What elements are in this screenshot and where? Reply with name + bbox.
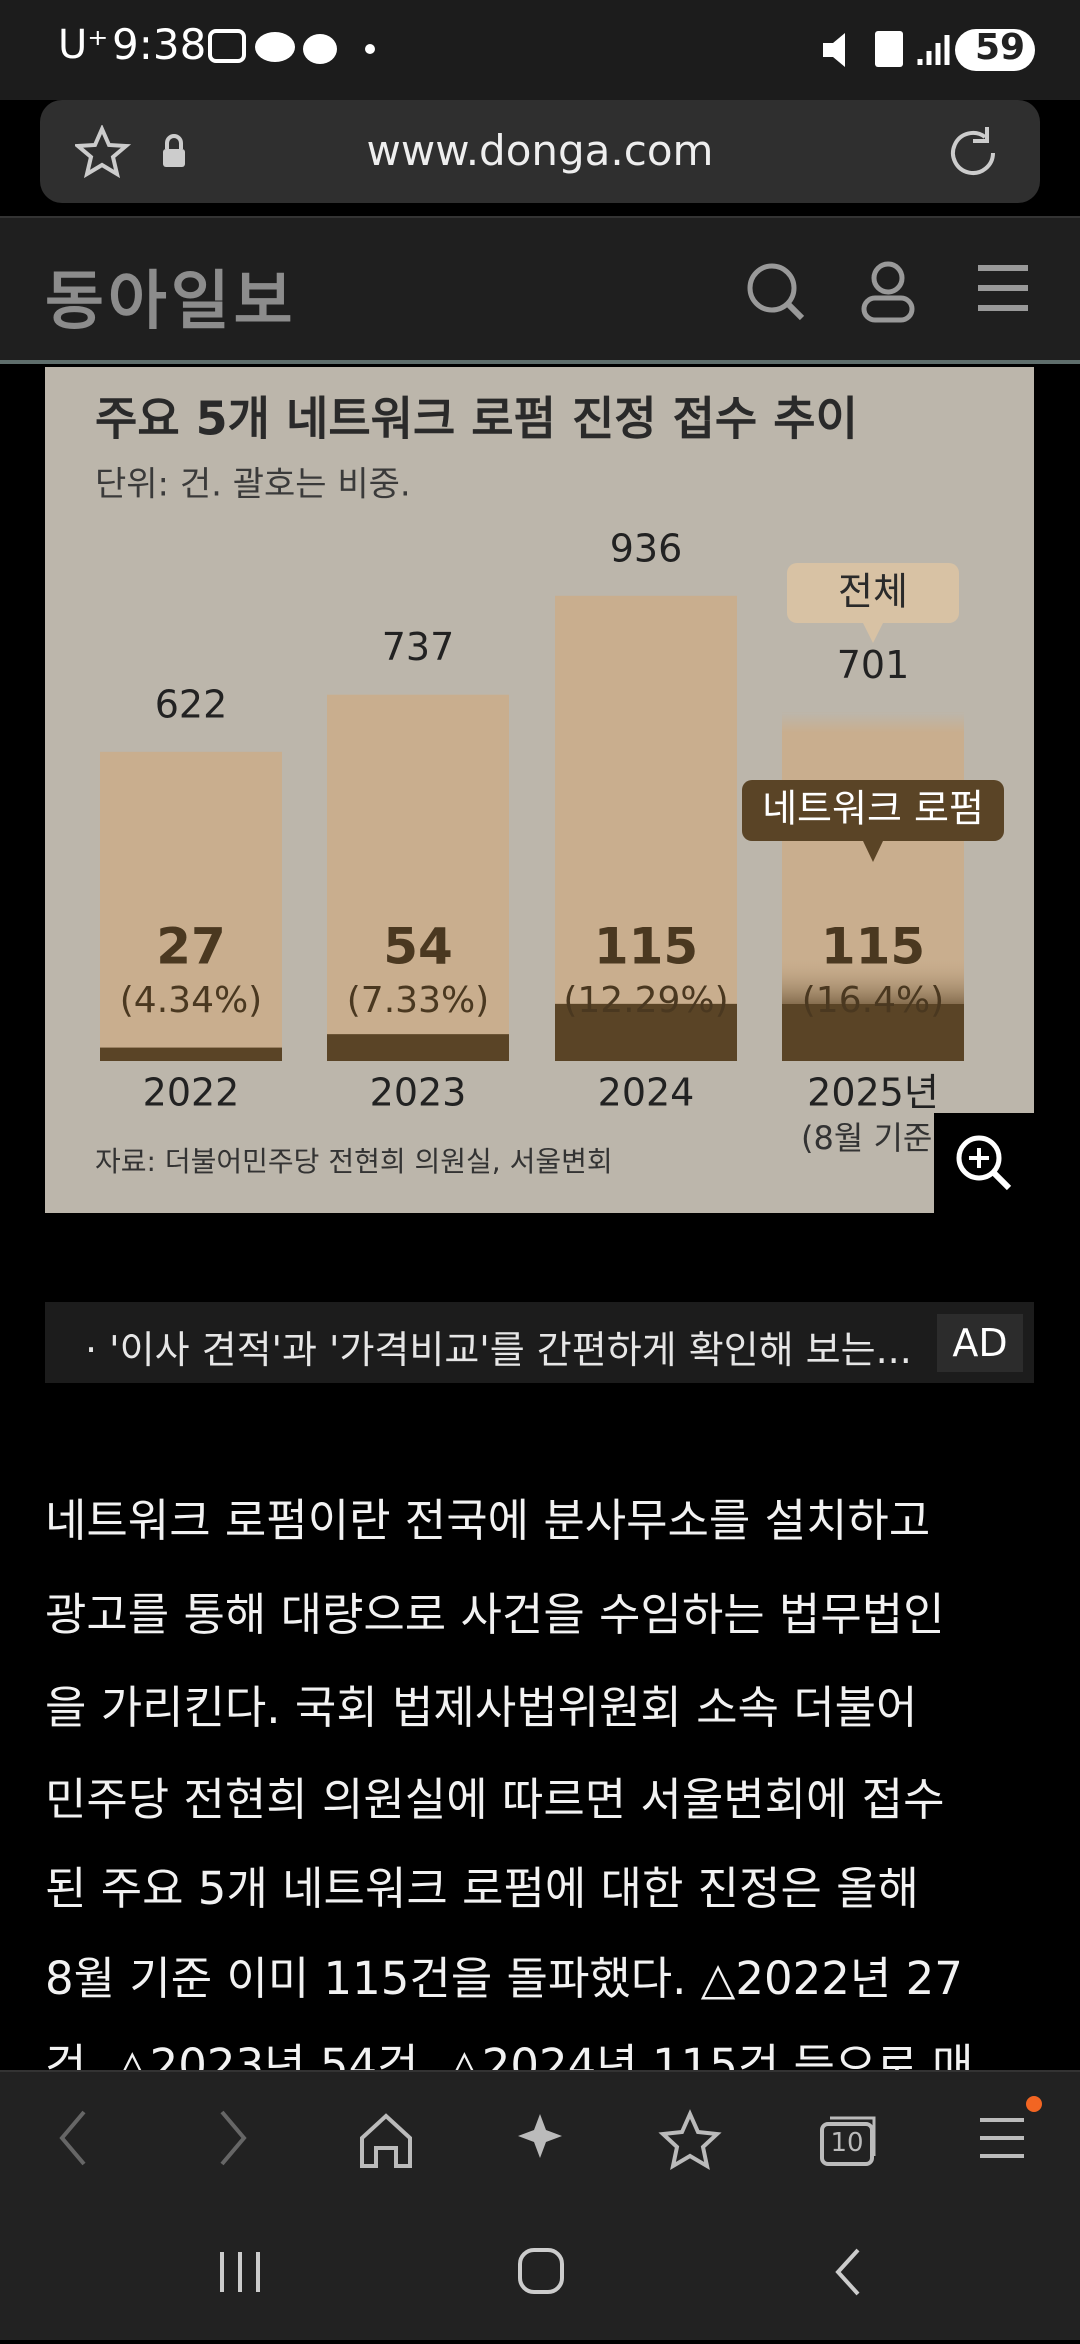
ad-banner[interactable]: · '이사 견적'과 '가격비교'를 간편하게 확인해 보는... AD	[45, 1302, 1034, 1383]
callout-label: 네트워크 로펌	[762, 787, 984, 831]
total-label: 936	[610, 526, 683, 570]
header-icons[interactable]	[740, 258, 1040, 328]
ad-text[interactable]: · '이사 견적'과 '가격비교'를 간편하게 확인해 보는...	[85, 1328, 912, 1372]
category-label: 2022	[143, 1071, 240, 1115]
article-line: 8월 기준 이미 115건을 돌파했다. △2022년 27	[45, 1952, 963, 2005]
category-label: 2023	[370, 1071, 467, 1115]
article-line: 광고를 통해 대량으로 사건을 수임하는 법무법인	[45, 1588, 945, 1641]
network-bar	[555, 1003, 737, 1061]
battery-level: 59	[974, 27, 1026, 68]
zoom-button[interactable]	[934, 1113, 1034, 1213]
url-bar[interactable]: www.donga.com	[40, 100, 1040, 203]
callout-box	[787, 563, 959, 623]
notification-icons	[208, 29, 375, 64]
total-label: 701	[837, 643, 910, 687]
chart-title: 주요 5개 네트워크 로펌 진정 접수 추이	[95, 392, 858, 446]
tab-count[interactable]: 10	[830, 2128, 864, 2158]
callout-label: 전체	[838, 570, 908, 614]
site-header: 동아일보	[0, 216, 1080, 364]
article-line: 을 가리킨다. 국회 법제사법위원회 소속 더불어	[45, 1681, 918, 1734]
callout-pointer	[863, 623, 883, 643]
chart-source: 자료: 더불어민주당 전현희 의원실, 서울변회	[95, 1145, 613, 1178]
toolbar-icons[interactable]	[0, 2072, 1080, 2222]
article-line: 된 주요 5개 네트워크 로펌에 대한 진정은 올해	[45, 1862, 919, 1915]
category-note: (8월 기준)	[801, 1119, 945, 1157]
clock: 9:38	[112, 20, 207, 69]
network-bar	[782, 1003, 964, 1061]
bar-fade	[782, 712, 964, 733]
network-label: 54	[383, 918, 453, 976]
total-label: 622	[155, 682, 228, 726]
network-label: 115	[821, 918, 925, 976]
system-icons	[823, 29, 1035, 71]
network-bar	[100, 1047, 282, 1061]
share-label: (16.4%)	[802, 980, 944, 1021]
url-text[interactable]: www.donga.com	[366, 126, 714, 175]
url-icons[interactable]	[75, 125, 195, 180]
article-line: 네트워크 로펌이란 전국에 분사무소를 설치하고	[45, 1494, 931, 1547]
ad-badge: AD	[937, 1314, 1023, 1372]
total-bar	[555, 595, 737, 1061]
chart-subtitle: 단위: 건. 괄호는 비중.	[95, 465, 411, 505]
callout-box	[742, 780, 1004, 841]
total-bar	[100, 751, 282, 1061]
browser-toolbar: 10	[0, 2070, 1080, 2222]
bar-shade	[782, 957, 964, 1004]
network-bar	[327, 1034, 509, 1061]
zoom-icon[interactable]	[934, 1113, 1034, 1213]
site-logo[interactable]: 동아일보	[45, 265, 297, 339]
category-label: 2024	[598, 1071, 695, 1115]
category-label: 2025년	[807, 1071, 939, 1115]
share-label: (7.33%)	[347, 980, 489, 1021]
callout-pointer	[863, 841, 883, 862]
share-label: (12.29%)	[563, 980, 728, 1021]
total-label: 737	[382, 625, 455, 669]
carrier: U⁺	[58, 22, 109, 68]
reload-button[interactable]	[945, 125, 1005, 180]
status-bar: U⁺ 9:38 59	[0, 0, 1080, 100]
network-label: 27	[156, 918, 226, 976]
network-label: 115	[594, 918, 698, 976]
article-line: 민주당 전현희 의원실에 따르면 서울변회에 접수	[45, 1773, 945, 1826]
share-label: (4.34%)	[120, 980, 262, 1021]
chart-image: 주요 5개 네트워크 로펌 진정 접수 추이 단위: 건. 괄호는 비중. 자료…	[45, 367, 1034, 1213]
system-nav-icons[interactable]	[0, 2220, 1080, 2340]
system-navigation	[0, 2220, 1080, 2340]
total-bar	[327, 694, 509, 1061]
